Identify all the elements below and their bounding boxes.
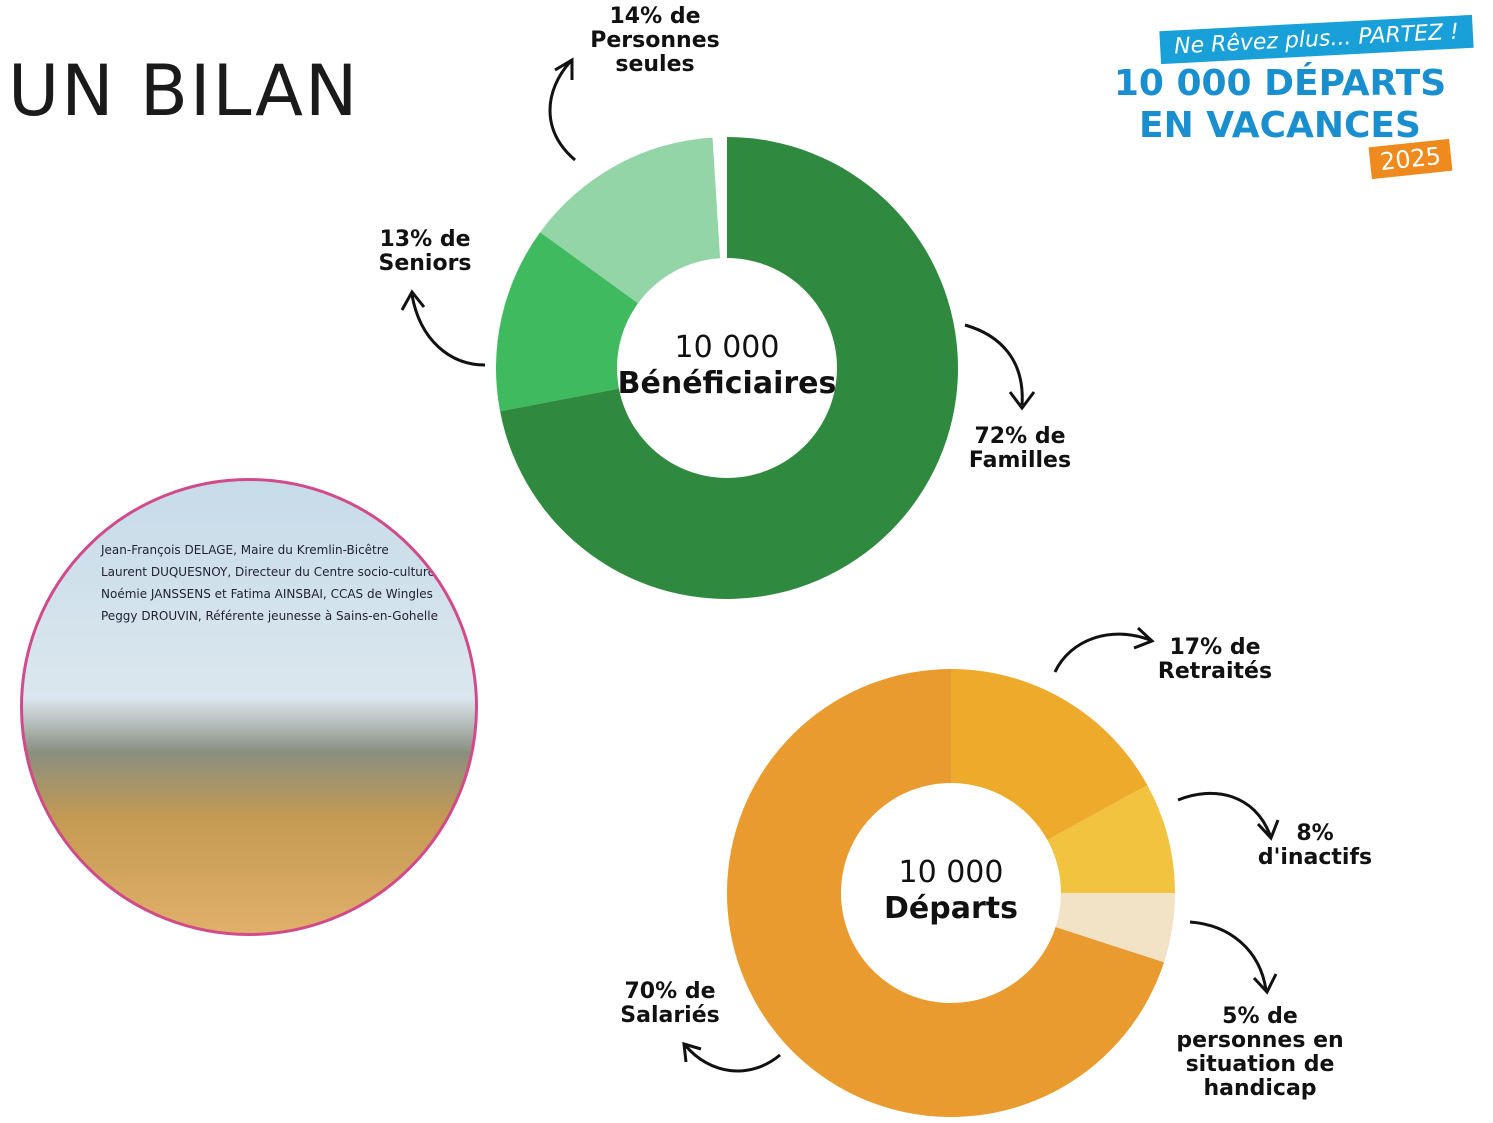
photo-caption: Jean-François DELAGE, Maire du Kremlin-B… bbox=[101, 543, 389, 557]
arrow bbox=[548, 57, 576, 162]
segment-label: 72% de Familles bbox=[940, 425, 1100, 473]
donut-segment bbox=[540, 137, 721, 304]
value-label: 5% de bbox=[1222, 1004, 1298, 1029]
photo: Jean-François DELAGE, Maire du Kremlin-B… bbox=[20, 478, 478, 936]
category-label: Salariés bbox=[620, 1003, 720, 1028]
center-text: 10 000 bbox=[898, 855, 1004, 890]
donut-segment bbox=[1047, 785, 1175, 893]
photo-caption: Laurent DUQUESNOY, Directeur du Centre s… bbox=[101, 565, 439, 579]
poster-headline: EN VACANCES bbox=[1139, 105, 1421, 146]
segment-label: 17% de Retraités bbox=[1130, 636, 1300, 684]
category-label: d'inactifs bbox=[1257, 845, 1373, 870]
category-label: Retraités bbox=[1157, 659, 1273, 684]
category-label: Personnes seules bbox=[590, 28, 720, 77]
donut-segment bbox=[1055, 893, 1175, 963]
donut-segment bbox=[500, 137, 959, 600]
center-label: 10 000 Bénéficiaires bbox=[607, 330, 847, 402]
poster-headline: 10 000 DÉPARTS bbox=[1113, 63, 1447, 104]
segment-label: 5% de personnes en situation de handicap bbox=[1150, 1005, 1370, 1101]
poster: Ne Rêvez plus... PARTEZ ! 10 000 DÉPARTS… bbox=[1045, 14, 1485, 325]
donut-segment bbox=[951, 669, 1148, 841]
category-label: personnes en situation de handicap bbox=[1176, 1028, 1344, 1101]
segment-label: 70% de Salariés bbox=[590, 980, 750, 1028]
segment-label: 13% de Seniors bbox=[350, 228, 500, 276]
photo-caption: Noémie JANSSENS et Fatima AINSBAI, CCAS … bbox=[101, 587, 433, 601]
category-label: Seniors bbox=[378, 251, 472, 276]
arrow bbox=[964, 323, 1036, 411]
center-label: 10 000 Départs bbox=[831, 855, 1071, 927]
arrow bbox=[1177, 792, 1280, 841]
donut-segment bbox=[495, 232, 639, 412]
value-label: 70% de bbox=[624, 979, 716, 1004]
segment-label: 14% de Personnes seules bbox=[570, 5, 740, 77]
page-title: UN BILAN bbox=[8, 50, 360, 132]
value-label: 8% bbox=[1296, 821, 1334, 846]
arrow bbox=[400, 289, 486, 367]
arrow bbox=[1053, 626, 1155, 673]
arrows bbox=[400, 57, 1280, 1073]
photo-caption: Peggy DROUVIN, Référente jeunesse à Sain… bbox=[101, 609, 438, 623]
arrow bbox=[682, 1041, 781, 1073]
poster-tagline: Ne Rêvez plus... PARTEZ ! bbox=[1159, 14, 1474, 65]
center-text: Départs bbox=[884, 891, 1018, 926]
value-label: 14% de bbox=[609, 4, 701, 29]
center-text: Bénéficiaires bbox=[617, 366, 837, 401]
arrow bbox=[1189, 920, 1278, 995]
category-label: Familles bbox=[968, 448, 1072, 473]
value-label: 13% de bbox=[379, 227, 471, 252]
value-label: 72% de bbox=[974, 424, 1066, 449]
value-label: 17% de bbox=[1169, 635, 1261, 660]
donut-segment bbox=[727, 669, 1165, 1117]
center-text: 10 000 bbox=[674, 330, 780, 365]
segment-label: 8% d'inactifs bbox=[1230, 822, 1400, 870]
